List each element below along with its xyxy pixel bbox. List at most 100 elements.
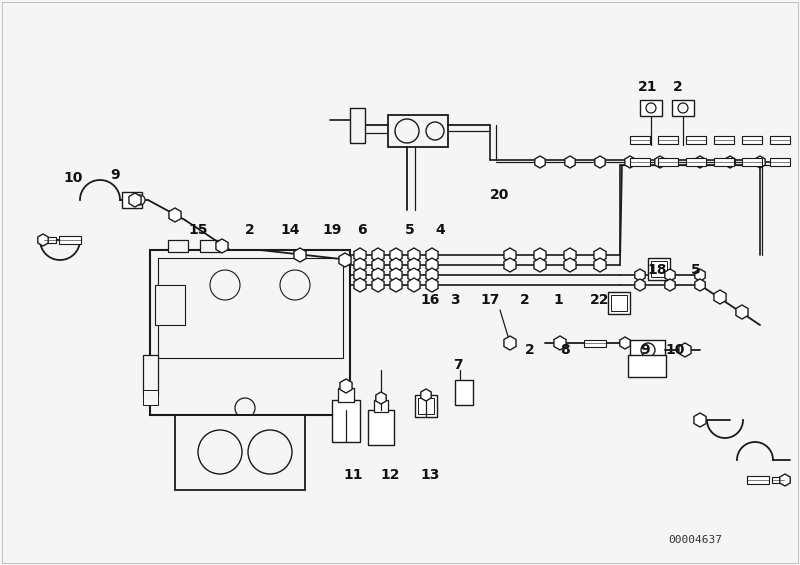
Polygon shape [426,258,438,272]
Polygon shape [59,236,81,244]
Polygon shape [620,337,630,349]
Polygon shape [534,248,546,262]
Polygon shape [658,158,678,166]
Circle shape [678,103,688,113]
Polygon shape [742,158,762,166]
Polygon shape [426,268,438,282]
Polygon shape [504,258,516,272]
Polygon shape [565,156,575,168]
Text: 14: 14 [280,223,300,237]
Text: 4: 4 [435,223,445,237]
Text: 16: 16 [420,293,440,307]
Text: 9: 9 [640,343,650,357]
Polygon shape [426,248,438,262]
Text: 21: 21 [638,80,658,94]
Text: 2: 2 [520,293,530,307]
Polygon shape [755,156,765,168]
Polygon shape [695,279,705,291]
Polygon shape [695,156,705,168]
Polygon shape [504,336,516,350]
Circle shape [646,103,656,113]
Polygon shape [736,305,748,319]
Polygon shape [625,156,635,168]
Polygon shape [635,279,645,291]
Polygon shape [679,343,691,357]
Bar [158,258,343,358]
Text: 8: 8 [560,343,570,357]
Text: 10: 10 [666,343,685,357]
Polygon shape [714,158,734,166]
Polygon shape [372,278,384,292]
Polygon shape [44,237,56,243]
Polygon shape [742,136,762,144]
Polygon shape [535,156,545,168]
Polygon shape [665,269,675,281]
Bar [374,400,388,412]
Bar [175,415,305,490]
Polygon shape [421,389,431,401]
Circle shape [641,343,655,357]
Polygon shape [354,248,366,262]
Polygon shape [714,290,726,304]
Text: 13: 13 [420,468,440,482]
Bar [143,390,158,405]
Polygon shape [38,234,48,246]
Bar [455,380,473,405]
Polygon shape [594,248,606,262]
Polygon shape [169,208,181,222]
Polygon shape [339,253,351,267]
Polygon shape [686,136,706,144]
Polygon shape [390,258,402,272]
Text: 2: 2 [525,343,535,357]
Circle shape [210,270,240,300]
Polygon shape [714,136,734,144]
Text: 9: 9 [110,168,120,182]
Polygon shape [564,248,576,262]
Polygon shape [390,248,402,262]
Polygon shape [554,336,566,350]
Bar [168,240,188,252]
Polygon shape [772,477,784,483]
Bar [648,258,670,280]
Polygon shape [408,268,420,282]
Bar [630,340,665,360]
Polygon shape [655,156,665,168]
Circle shape [135,195,145,205]
Text: 1: 1 [553,293,563,307]
Text: 12: 12 [380,468,400,482]
Polygon shape [595,156,605,168]
Circle shape [395,119,419,143]
Text: 3: 3 [450,293,460,307]
Text: 20: 20 [490,188,510,202]
Polygon shape [354,268,366,282]
Bar [200,240,220,252]
Polygon shape [426,278,438,292]
Polygon shape [408,278,420,292]
Bar [651,261,667,277]
Polygon shape [129,193,141,207]
Bar [672,100,694,116]
Polygon shape [372,248,384,262]
Polygon shape [408,248,420,262]
Bar [608,292,630,314]
Text: 11: 11 [343,468,362,482]
Bar [628,355,666,377]
Polygon shape [594,258,606,272]
Text: 18: 18 [647,263,666,277]
Text: 6: 6 [357,223,367,237]
Circle shape [248,430,292,474]
Text: 15: 15 [188,223,208,237]
Polygon shape [354,278,366,292]
Text: 19: 19 [322,223,342,237]
Text: 5: 5 [691,263,701,277]
Text: 00004637: 00004637 [668,535,722,545]
Bar [338,388,354,402]
Text: 5: 5 [405,223,415,237]
Text: 7: 7 [453,358,463,372]
Circle shape [280,270,310,300]
Bar [143,355,158,395]
Bar [418,398,434,414]
Polygon shape [372,258,384,272]
Polygon shape [725,156,735,168]
Bar [332,400,360,442]
